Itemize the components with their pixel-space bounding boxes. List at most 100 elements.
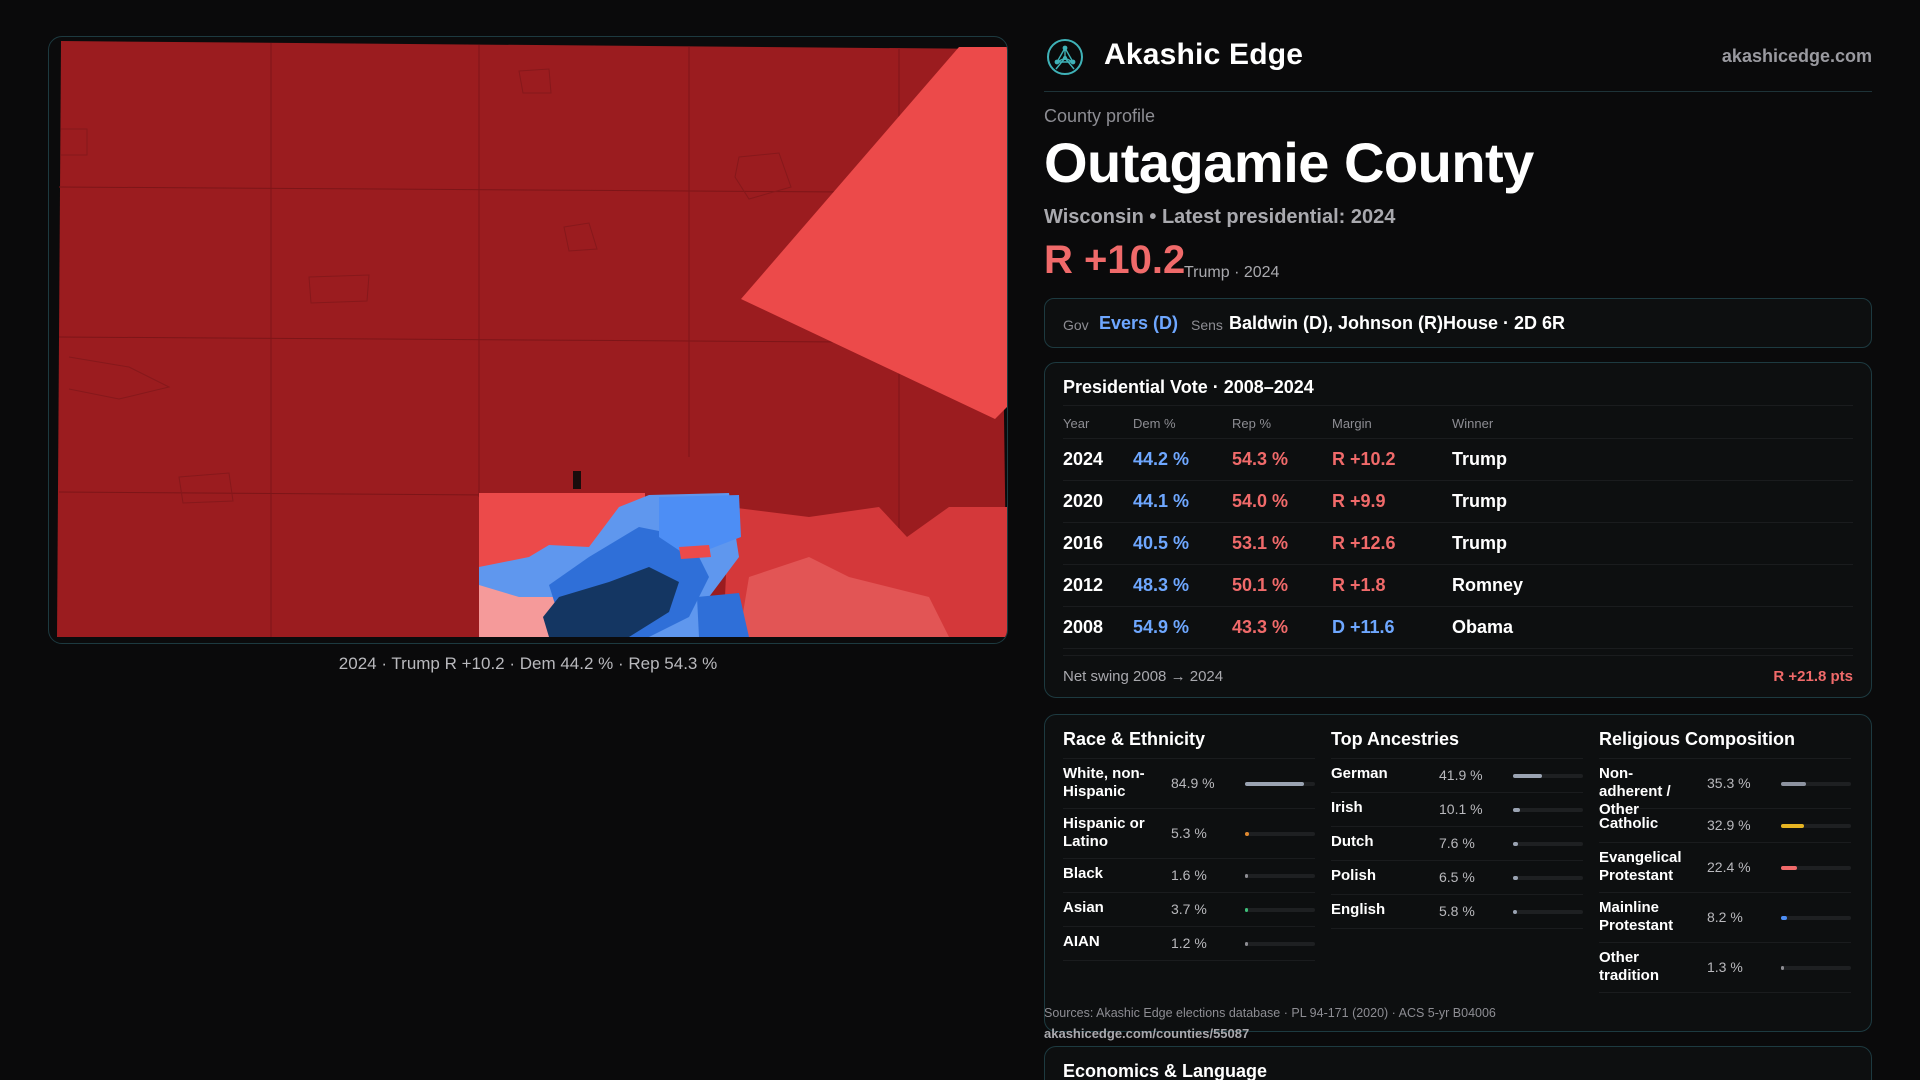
religion-row: Mainline Protestant 8.2 %: [1599, 893, 1851, 943]
economics-card: Economics & Language: [1044, 1046, 1872, 1080]
row-rep: 50.1 %: [1232, 575, 1289, 595]
race-row-label: Hispanic or Latino: [1063, 815, 1145, 850]
county-subtitle: Wisconsin • Latest presidential: 2024: [1044, 206, 1396, 228]
race-row-bar-track: [1245, 874, 1315, 878]
sens-label: Sens: [1191, 317, 1223, 333]
race-row-value: 1.2 %: [1171, 935, 1207, 951]
table-row: 2016 40.5 % 53.1 % R +12.6 Trump: [1063, 523, 1853, 565]
religion-row-bar-track: [1781, 916, 1851, 920]
race-row-bar-fill: [1245, 874, 1248, 878]
presidential-vote-card: Presidential Vote · 2008–2024 Year Dem %…: [1044, 362, 1872, 698]
religion-row-bar-track: [1781, 824, 1851, 828]
ancestry-row: English 5.8 %: [1331, 895, 1583, 929]
row-rep: 53.1 %: [1232, 533, 1289, 553]
row-year: 2020: [1063, 491, 1104, 511]
race-row-bar-track: [1245, 908, 1315, 912]
religion-row-label: Evangelical Protestant: [1599, 849, 1682, 884]
page-kicker: County profile: [1044, 106, 1156, 126]
row-rep: 54.0 %: [1232, 491, 1289, 511]
economics-title: Economics & Language: [1063, 1061, 1268, 1080]
ancestry-row-bar-fill: [1513, 910, 1518, 914]
row-margin: R +10.2: [1332, 449, 1396, 469]
religion-rows: Non-adherent / Other 35.3 % Catholic 32.9 %…: [1599, 759, 1851, 993]
precinct-map-svg[interactable]: [49, 37, 1008, 644]
map-caption: 2024 · Trump R +10.2 · Dem 44.2 % · Rep …: [338, 654, 718, 673]
table-row: 2024 44.2 % 54.3 % R +10.2 Trump: [1063, 439, 1853, 481]
map-region-dem-dark: [543, 567, 679, 637]
religion-row: Evangelical Protestant 22.4 %: [1599, 843, 1851, 893]
religion-row-bar-track: [1781, 866, 1851, 870]
row-dem: 44.2 %: [1133, 449, 1190, 469]
net-swing-row: Net swing 2008 → 2024 R +21.8 pts: [1063, 655, 1853, 695]
row-year: 2008: [1063, 617, 1104, 637]
house-value: House · 2D 6R: [1443, 313, 1566, 333]
race-row-bar-fill: [1245, 832, 1249, 836]
race-row: Hispanic or Latino 5.3 %: [1063, 809, 1315, 859]
row-year: 2024: [1063, 449, 1104, 469]
table-row: 2012 48.3 % 50.1 % R +1.8 Romney: [1063, 565, 1853, 607]
ancestry-row-value: 5.8 %: [1439, 903, 1475, 919]
ancestry-row-bar-fill: [1513, 808, 1521, 812]
ancestry-row: German 41.9 %: [1331, 759, 1583, 793]
race-row-value: 3.7 %: [1171, 901, 1207, 917]
table-row: 2020 44.1 % 54.0 % R +9.9 Trump: [1063, 481, 1853, 523]
row-winner: Trump: [1452, 491, 1508, 511]
religion-row-bar-fill: [1781, 824, 1805, 828]
row-margin: R +9.9: [1332, 491, 1386, 511]
race-row-bar-fill: [1245, 908, 1248, 912]
religion-row-value: 8.2 %: [1707, 909, 1743, 925]
gov-value: Evers (D): [1099, 313, 1179, 333]
ancestry-row: Dutch 7.6 %: [1331, 827, 1583, 861]
race-row-bar-fill: [1245, 782, 1305, 786]
network-globe-icon[interactable]: [1046, 38, 1084, 76]
row-margin: D +11.6: [1332, 617, 1395, 637]
ancestry-row-label: German: [1331, 765, 1388, 782]
ancestry-rows: German 41.9 % Irish 10.1 % Dutch 7.6 % Polish 6…: [1331, 759, 1583, 929]
map-county-base: [57, 41, 1007, 637]
ancestry-row-bar-track: [1513, 910, 1583, 914]
religion-row-bar-fill: [1781, 782, 1806, 786]
religion-row: Non-adherent / Other 35.3 %: [1599, 759, 1851, 818]
religion-row-value: 32.9 %: [1707, 817, 1751, 833]
race-row-bar-track: [1245, 942, 1315, 946]
ancestry-row-label: Dutch: [1331, 833, 1374, 850]
precinct-map[interactable]: [48, 36, 1008, 644]
row-year: 2016: [1063, 533, 1104, 553]
religion-row-bar-fill: [1781, 866, 1797, 870]
row-dem: 44.1 %: [1133, 491, 1190, 511]
religion-row: Other tradition 1.3 %: [1599, 943, 1851, 993]
ancestry-row-value: 6.5 %: [1439, 869, 1475, 885]
presidential-vote-title: Presidential Vote · 2008–2024: [1063, 377, 1314, 397]
col-margin: Margin: [1332, 416, 1372, 431]
ancestry-row-bar-track: [1513, 876, 1583, 880]
row-winner: Trump: [1452, 449, 1508, 469]
row-winner: Obama: [1452, 617, 1514, 637]
ancestry-row-label: English: [1331, 901, 1386, 918]
row-winner: Romney: [1452, 575, 1524, 595]
brand-url-link[interactable]: akashicedge.com: [1721, 46, 1872, 66]
row-margin: R +1.8: [1332, 575, 1386, 595]
col-winner: Winner: [1452, 416, 1494, 431]
latest-margin-note: Trump · 2024: [1184, 264, 1280, 281]
ancestry-row-bar-track: [1513, 808, 1583, 812]
ancestry-row-value: 7.6 %: [1439, 835, 1475, 851]
gov-label: Gov: [1063, 317, 1089, 333]
brand-name[interactable]: Akashic Edge: [1104, 38, 1304, 71]
race-rows: White, non-Hispanic 84.9 % Hispanic or Lat…: [1063, 759, 1315, 961]
race-row-label: Black: [1063, 865, 1104, 882]
religion-row-value: 1.3 %: [1707, 959, 1743, 975]
vote-table-header: Year Dem % Rep % Margin Winner: [1063, 405, 1853, 439]
ancestry-row-label: Polish: [1331, 867, 1377, 884]
ancestry-row-bar-fill: [1513, 842, 1519, 846]
religion-row-label: Other tradition: [1599, 949, 1659, 984]
map-notch: [573, 471, 581, 489]
row-dem: 54.9 %: [1133, 617, 1190, 637]
col-rep: Rep %: [1232, 416, 1272, 431]
race-row-bar-fill: [1245, 942, 1248, 946]
net-swing-value: R +21.8 pts: [1773, 668, 1853, 685]
religion-row-label: Non-adherent / Other: [1599, 765, 1671, 818]
net-swing-label: Net swing 2008 → 2024: [1063, 668, 1224, 685]
ancestry-section: Top Ancestries German 41.9 % Irish 10.1 % Du…: [1331, 729, 1583, 929]
sources-url-link[interactable]: akashicedge.com/counties/55087: [1044, 1026, 1250, 1041]
race-row: Asian 3.7 %: [1063, 893, 1315, 927]
